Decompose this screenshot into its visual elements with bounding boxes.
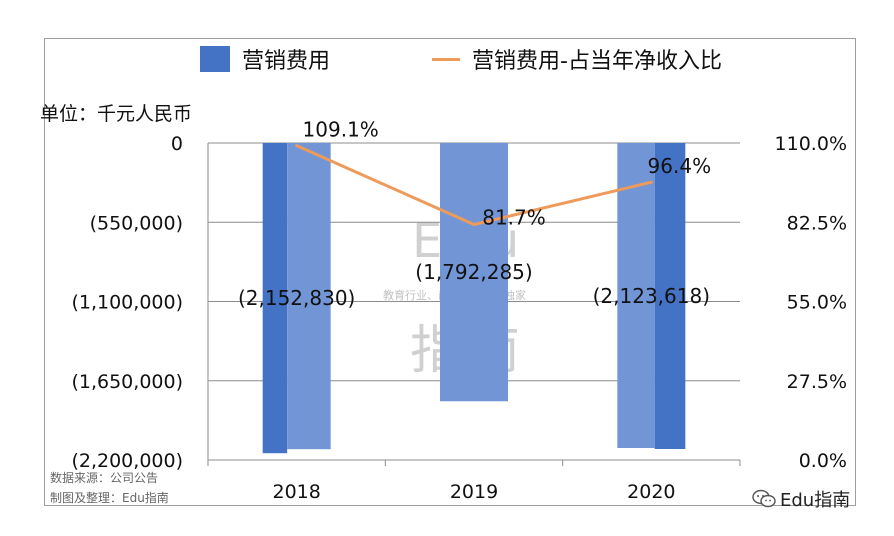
legend-bar-swatch xyxy=(200,46,230,72)
x-tick-label: 2020 xyxy=(627,481,675,503)
bar-value-label: (2,123,618) xyxy=(593,284,710,308)
y-right-tick-label: 0.0% xyxy=(799,450,847,472)
credit-note: 制图及整理：Edu指南 xyxy=(50,491,169,505)
y-left-tick-label: (2,200,000) xyxy=(71,450,183,472)
brand-mark: Edu指南 xyxy=(752,486,850,512)
x-tick-label: 2019 xyxy=(450,481,498,503)
legend-line-label: 营销费用-占当年净收入比 xyxy=(472,49,722,74)
chart-frame xyxy=(44,38,856,506)
legend-line-swatch xyxy=(432,57,460,61)
y-left-tick-label: (1,100,000) xyxy=(71,292,183,314)
brand-label: Edu指南 xyxy=(780,490,851,511)
bar-2019 xyxy=(440,143,508,402)
ratio-point xyxy=(472,223,476,227)
legend-line: 营销费用-占当年净收入比 xyxy=(432,42,722,76)
y-right-tick-label: 27.5% xyxy=(787,371,847,393)
y-right-tick-label: 55.0% xyxy=(787,292,847,314)
y-left-tick-label: (550,000) xyxy=(90,212,183,234)
ratio-point xyxy=(295,144,299,148)
y-right-tick-label: 110.0% xyxy=(775,133,847,155)
bar-value-label: (2,152,830) xyxy=(238,286,355,310)
wechat-icon xyxy=(752,489,776,508)
unit-label: 单位：千元人民币 xyxy=(40,103,193,125)
ratio-value-label: 109.1% xyxy=(303,118,379,142)
legend-bar-label: 营销费用 xyxy=(242,49,331,74)
y-right-tick-label: 82.5% xyxy=(787,212,847,234)
y-left-tick-label: 0 xyxy=(171,133,183,155)
bar-2018-light xyxy=(287,143,331,450)
ratio-value-label: 96.4% xyxy=(648,154,712,178)
y-left-tick-label: (1,650,000) xyxy=(71,371,183,393)
bar-2020-light xyxy=(617,143,655,448)
ratio-value-label: 81.7% xyxy=(482,206,546,230)
bar-2020-dark xyxy=(654,143,686,449)
ratio-point xyxy=(649,180,653,184)
x-tick-label: 2018 xyxy=(272,481,320,503)
bar-value-label: (1,792,285) xyxy=(415,260,532,284)
source-note: 数据来源：公司公告 xyxy=(50,471,159,485)
legend-bar: 营销费用 xyxy=(200,42,330,76)
bar-2018-dark xyxy=(262,143,288,454)
